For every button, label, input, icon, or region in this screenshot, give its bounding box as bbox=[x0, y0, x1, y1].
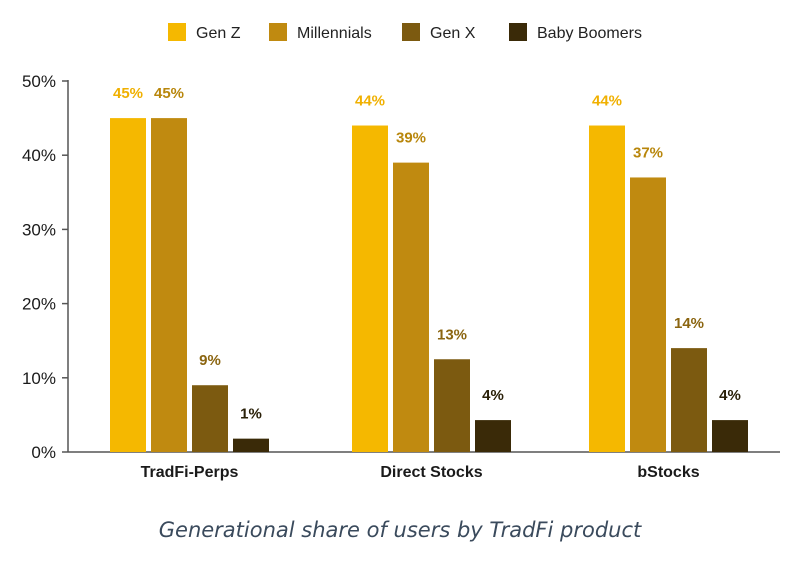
y-tick-label: 40% bbox=[22, 146, 56, 165]
y-tick-label: 0% bbox=[31, 443, 56, 462]
bar-tradfi-perps-millennials bbox=[151, 118, 187, 452]
y-tick-label: 50% bbox=[22, 72, 56, 91]
bar-direct-stocks-gen-z bbox=[352, 125, 388, 453]
legend-label-baby-boomers: Baby Boomers bbox=[537, 25, 642, 42]
data-label-bstocks-baby-boomers: 4% bbox=[719, 387, 741, 404]
data-label-bstocks-millennials: 37% bbox=[633, 144, 663, 161]
data-label-direct-stocks-millennials: 39% bbox=[396, 130, 426, 147]
category-label-tradfi-perps: TradFi-Perps bbox=[141, 464, 239, 481]
legend-swatch-baby-boomers bbox=[509, 23, 527, 41]
x-axis-categories: TradFi-Perps Direct Stocks bStocks bbox=[141, 464, 700, 481]
category-label-direct-stocks: Direct Stocks bbox=[380, 464, 482, 481]
data-label-tradfi-perps-gen-x: 9% bbox=[199, 352, 221, 369]
y-tick-label: 10% bbox=[22, 369, 56, 388]
bar-bstocks-millennials bbox=[630, 177, 666, 452]
y-axis-ticks: 0% 10% 20% 30% 40% 50% bbox=[22, 72, 68, 462]
data-label-bstocks-gen-x: 14% bbox=[674, 315, 704, 332]
bar-bstocks-baby-boomers bbox=[712, 420, 748, 452]
bar-tradfi-perps-baby-boomers bbox=[233, 438, 269, 452]
bar-direct-stocks-baby-boomers bbox=[475, 420, 511, 452]
bars bbox=[110, 118, 748, 453]
category-label-bstocks: bStocks bbox=[637, 464, 699, 481]
data-label-bstocks-gen-z: 44% bbox=[592, 93, 622, 110]
data-labels: 45% 45% 9% 1% 44% 39% 13% 4% 44% 37% 14% 4% bbox=[113, 85, 741, 423]
legend-swatch-gen-z bbox=[168, 23, 186, 41]
legend-swatch-millennials bbox=[269, 23, 287, 41]
legend: Gen Z Millennials Gen X Baby Boomers bbox=[168, 23, 642, 42]
bar-tradfi-perps-gen-z bbox=[110, 118, 146, 452]
legend-label-millennials: Millennials bbox=[297, 25, 372, 42]
chart-caption: Generational share of users by TradFi pr… bbox=[158, 518, 642, 542]
legend-swatch-gen-x bbox=[402, 23, 420, 41]
data-label-direct-stocks-gen-x: 13% bbox=[437, 326, 467, 343]
bar-bstocks-gen-x bbox=[671, 348, 707, 452]
bar-direct-stocks-millennials bbox=[393, 162, 429, 452]
bar-direct-stocks-gen-x bbox=[434, 359, 470, 452]
data-label-tradfi-perps-gen-z: 45% bbox=[113, 85, 143, 102]
y-tick-label: 20% bbox=[22, 295, 56, 314]
bar-bstocks-gen-z bbox=[589, 125, 625, 453]
data-label-tradfi-perps-baby-boomers: 1% bbox=[240, 406, 262, 423]
legend-label-gen-x: Gen X bbox=[430, 25, 476, 42]
y-tick-label: 30% bbox=[22, 220, 56, 239]
data-label-tradfi-perps-millennials: 45% bbox=[154, 85, 184, 102]
data-label-direct-stocks-baby-boomers: 4% bbox=[482, 387, 504, 404]
data-label-direct-stocks-gen-z: 44% bbox=[355, 93, 385, 110]
bar-tradfi-perps-gen-x bbox=[192, 385, 228, 452]
legend-label-gen-z: Gen Z bbox=[196, 25, 241, 42]
